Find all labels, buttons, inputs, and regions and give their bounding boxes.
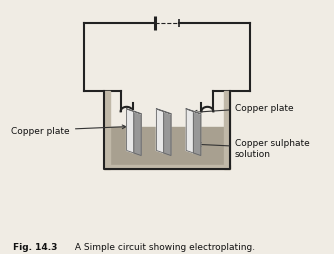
Text: Copper plate: Copper plate bbox=[193, 104, 294, 115]
Polygon shape bbox=[186, 109, 193, 153]
Polygon shape bbox=[186, 109, 201, 115]
Polygon shape bbox=[164, 112, 171, 156]
Polygon shape bbox=[134, 112, 141, 156]
Polygon shape bbox=[156, 109, 171, 115]
Polygon shape bbox=[193, 112, 201, 156]
Text: Copper plate: Copper plate bbox=[11, 125, 126, 135]
Bar bbox=[110, 127, 224, 165]
Bar bbox=[104, 92, 110, 170]
Polygon shape bbox=[127, 109, 134, 153]
Bar bbox=[104, 165, 230, 170]
Text: Fig. 14.3: Fig. 14.3 bbox=[13, 243, 58, 251]
Polygon shape bbox=[127, 109, 141, 115]
Bar bbox=[224, 92, 230, 170]
Text: A Simple circuit showing electroplating.: A Simple circuit showing electroplating. bbox=[72, 243, 255, 251]
Polygon shape bbox=[156, 109, 164, 153]
Text: Copper sulphate
solution: Copper sulphate solution bbox=[197, 139, 310, 158]
